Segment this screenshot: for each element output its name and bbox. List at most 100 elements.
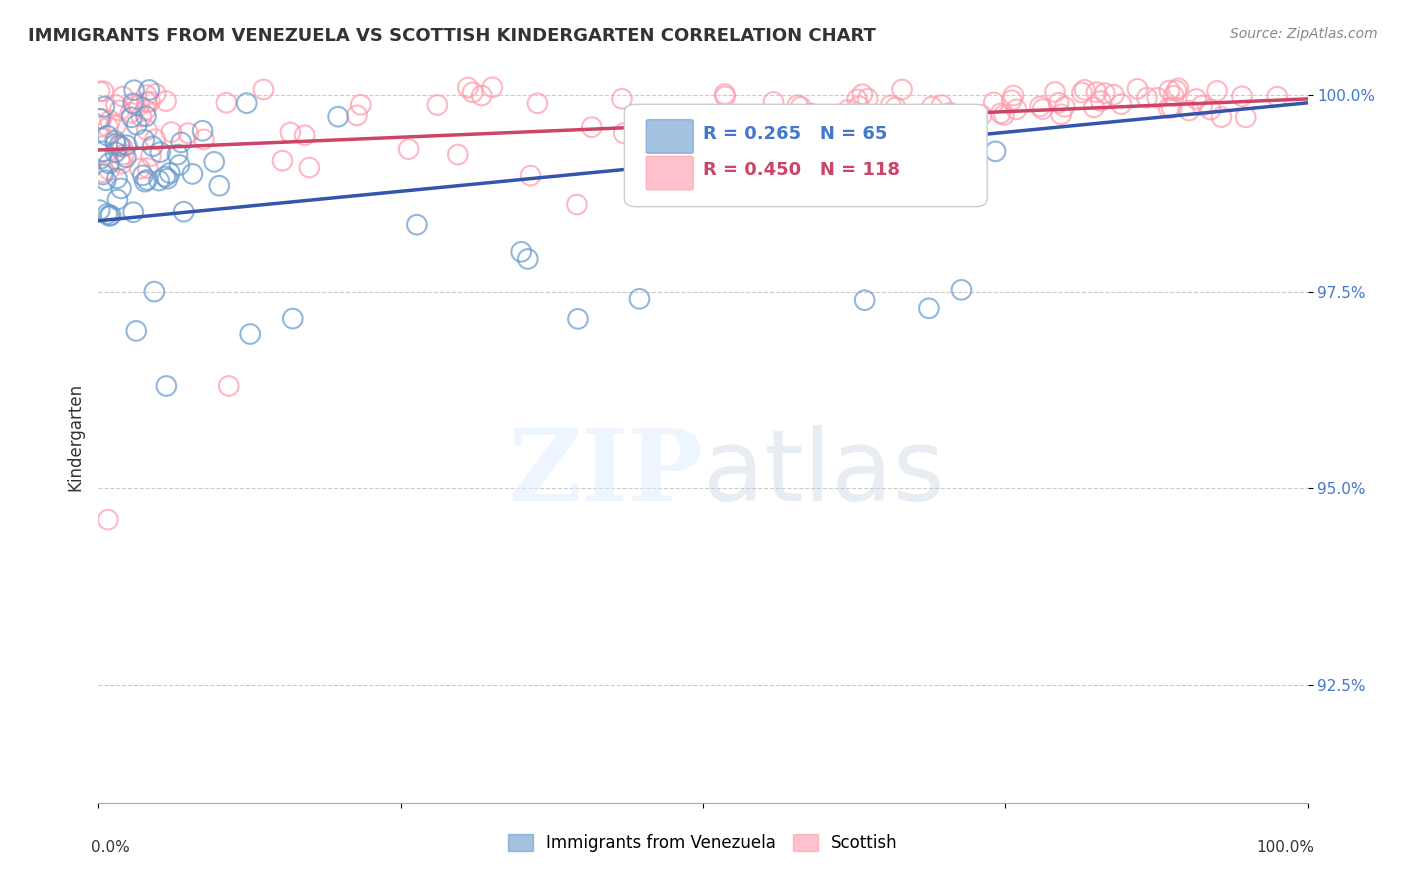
Point	[786, 98, 808, 112]
Point	[1090, 94, 1112, 108]
Point	[89, 84, 111, 98]
Point	[1102, 87, 1125, 102]
Point	[97, 120, 120, 135]
Point	[218, 379, 240, 393]
Point	[1083, 100, 1105, 114]
Point	[252, 82, 274, 96]
Point	[138, 83, 160, 97]
Point	[139, 95, 162, 109]
Point	[98, 113, 121, 128]
Point	[93, 84, 115, 98]
Point	[105, 171, 128, 186]
Point	[1136, 91, 1159, 105]
Point	[155, 169, 177, 184]
Point	[1001, 93, 1024, 107]
Point	[1211, 110, 1233, 124]
Legend: Immigrants from Venezuela, Scottish: Immigrants from Venezuela, Scottish	[499, 825, 907, 860]
Point	[135, 123, 157, 137]
Point	[713, 87, 735, 101]
Point	[98, 209, 121, 223]
Point	[628, 292, 651, 306]
Point	[111, 156, 134, 170]
Point	[983, 95, 1005, 110]
Point	[93, 100, 115, 114]
Point	[1002, 88, 1025, 103]
Point	[107, 193, 129, 207]
Point	[181, 167, 204, 181]
Point	[1178, 103, 1201, 118]
Point	[516, 252, 538, 266]
Point	[94, 173, 117, 187]
Point	[89, 112, 111, 126]
Point	[89, 203, 111, 218]
Point	[280, 125, 302, 139]
Point	[1206, 84, 1229, 98]
Point	[519, 169, 541, 183]
Point	[848, 99, 870, 113]
Point	[853, 293, 876, 308]
Point	[678, 185, 700, 199]
Point	[970, 108, 993, 122]
Point	[984, 145, 1007, 159]
FancyBboxPatch shape	[624, 104, 987, 207]
Point	[166, 147, 188, 161]
Point	[122, 83, 145, 97]
Point	[170, 136, 193, 150]
Point	[1029, 99, 1052, 113]
Point	[104, 134, 127, 148]
Point	[1167, 81, 1189, 95]
Point	[1071, 86, 1094, 100]
Point	[858, 146, 880, 161]
Point	[132, 169, 155, 183]
Point	[139, 149, 162, 163]
Point	[111, 140, 134, 154]
Point	[128, 98, 150, 112]
Point	[1094, 86, 1116, 100]
Point	[108, 138, 131, 153]
Text: 0.0%: 0.0%	[91, 840, 131, 855]
Point	[846, 92, 869, 106]
Point	[96, 207, 118, 221]
Point	[104, 136, 127, 151]
Point	[880, 98, 903, 112]
Point	[122, 205, 145, 219]
Point	[281, 311, 304, 326]
Point	[90, 152, 112, 166]
Point	[155, 379, 177, 393]
Point	[142, 139, 165, 153]
Point	[215, 95, 238, 110]
Point	[891, 82, 914, 96]
Point	[931, 98, 953, 112]
Point	[91, 165, 114, 179]
Point	[1199, 103, 1222, 117]
Point	[993, 108, 1015, 122]
Point	[837, 103, 859, 117]
Point	[129, 161, 152, 176]
Point	[949, 109, 972, 123]
Point	[134, 103, 156, 117]
Point	[884, 100, 907, 114]
Point	[125, 324, 148, 338]
Text: 100.0%: 100.0%	[1257, 840, 1315, 855]
Point	[346, 108, 368, 122]
Point	[426, 98, 449, 112]
Text: R = 0.450   N = 118: R = 0.450 N = 118	[703, 161, 900, 179]
Point	[156, 171, 179, 186]
Point	[856, 92, 879, 106]
Point	[112, 147, 135, 161]
Point	[1085, 85, 1108, 99]
Point	[143, 132, 166, 146]
Point	[148, 173, 170, 187]
Point	[1160, 101, 1182, 115]
Point	[100, 209, 122, 223]
Point	[235, 96, 257, 111]
Point	[1053, 100, 1076, 114]
Point	[191, 124, 214, 138]
Point	[115, 150, 138, 164]
Point	[921, 100, 943, 114]
Point	[1157, 101, 1180, 115]
Point	[177, 126, 200, 140]
Point	[98, 163, 121, 178]
Point	[110, 139, 132, 153]
Point	[1230, 89, 1253, 103]
